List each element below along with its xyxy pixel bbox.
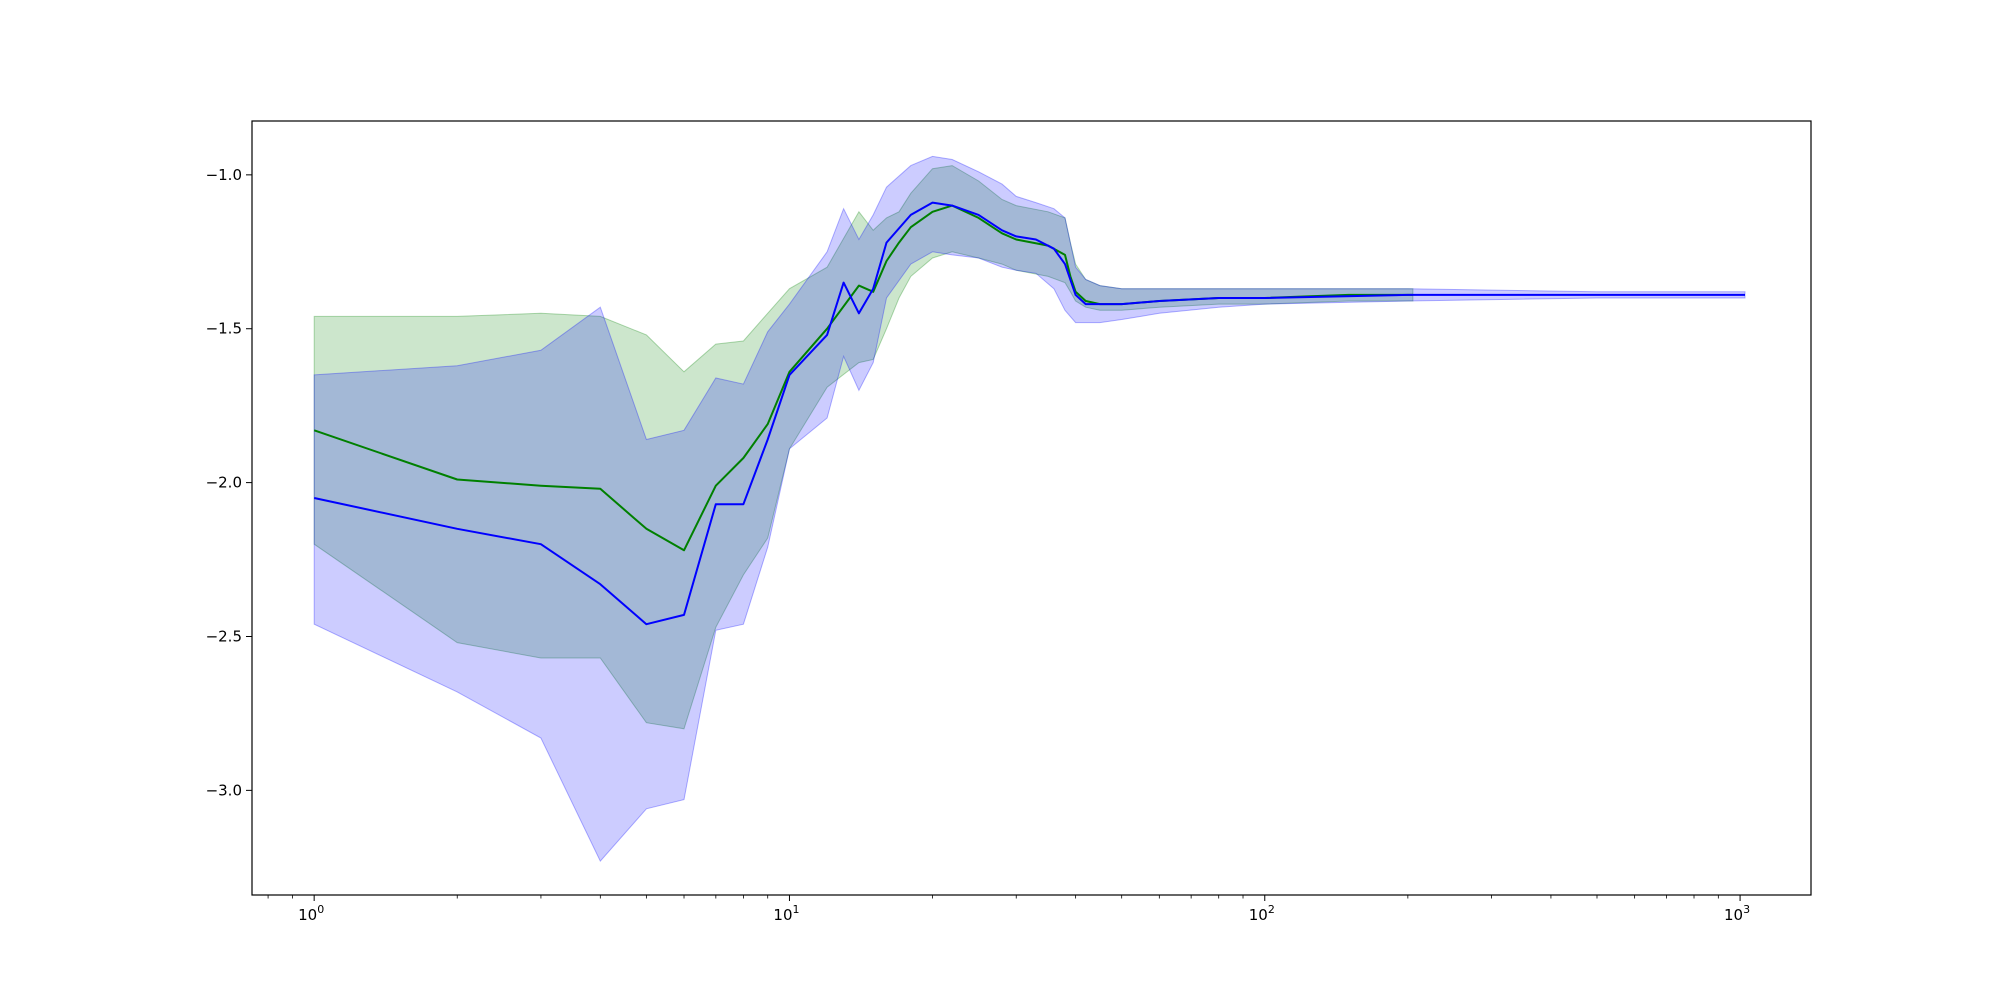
x-tick-label: 101 xyxy=(773,903,799,924)
series-lines xyxy=(313,201,1745,626)
series-0-band xyxy=(313,165,1414,730)
x-tick-label: 102 xyxy=(1249,903,1275,924)
x-tick-label: 100 xyxy=(298,903,324,924)
x-tick-label: 103 xyxy=(1724,903,1750,924)
series-1-line xyxy=(313,201,1745,626)
confidence-bands xyxy=(313,155,1746,862)
y-tick-label: −1.5 xyxy=(206,320,242,338)
y-tick-label: −1.0 xyxy=(206,166,242,184)
y-tick-label: −3.0 xyxy=(206,781,242,799)
y-tick-label: −2.0 xyxy=(206,474,242,492)
series-1-band xyxy=(313,155,1746,862)
y-axis: −1.0 −1.5 −2.0 −2.5 −3.0 xyxy=(206,166,252,799)
x-axis: 100 101 102 103 xyxy=(267,895,1750,924)
plot-frame xyxy=(251,120,1812,896)
y-tick-label: −2.5 xyxy=(206,627,242,645)
